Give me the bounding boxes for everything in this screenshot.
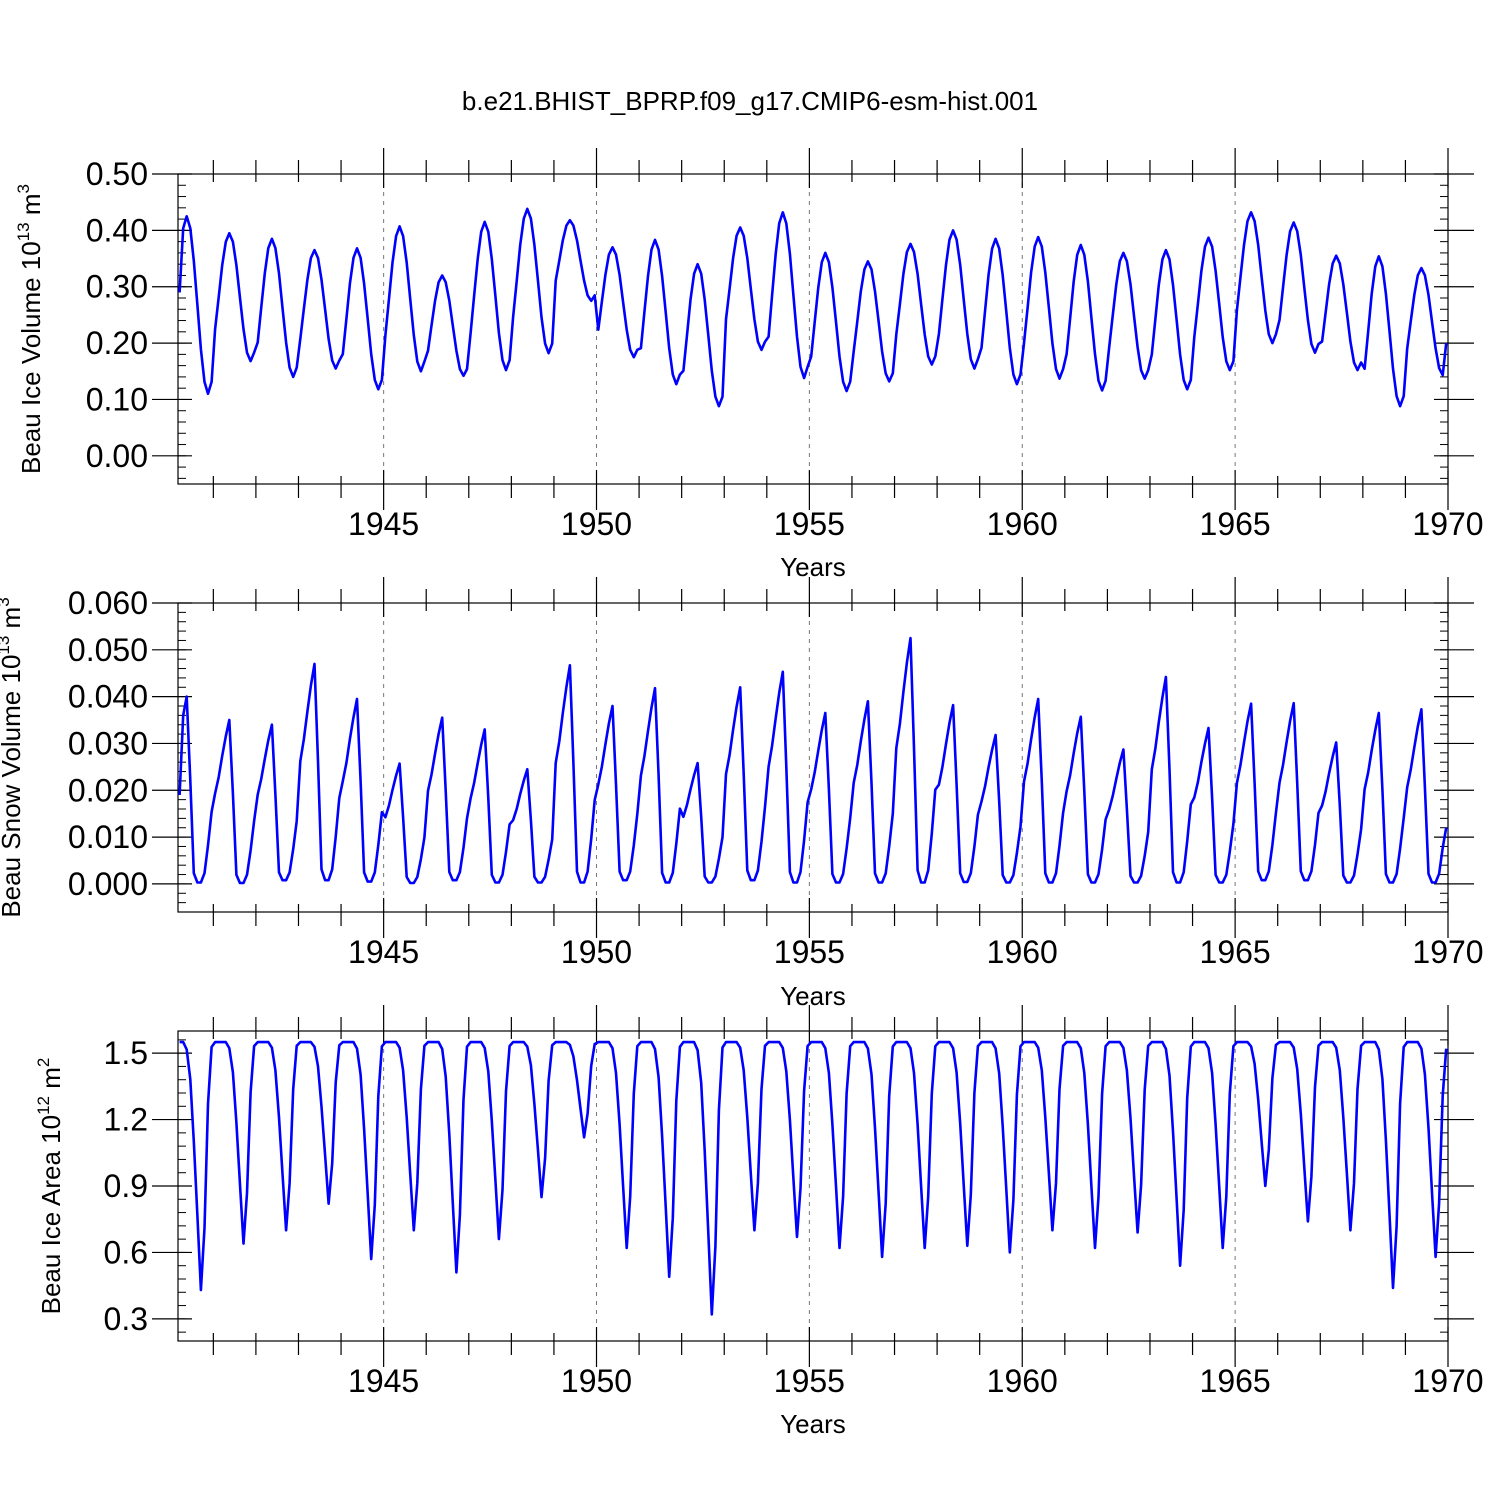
y-tick-label: 0.000 xyxy=(68,866,148,902)
x-tick-label: 1970 xyxy=(1412,1363,1483,1399)
x-axis-title: Years xyxy=(780,981,846,1011)
x-axis-title: Years xyxy=(780,552,846,582)
y-tick-label: 0.00 xyxy=(86,438,148,474)
y-axis-title: Beau Snow Volume 1013 m3 xyxy=(0,597,26,917)
y-tick-label: 0.40 xyxy=(86,212,148,248)
y-tick-label: 0.50 xyxy=(86,156,148,192)
x-tick-label: 1965 xyxy=(1200,1363,1271,1399)
y-axis-title: Beau Ice Area 1012 m2 xyxy=(34,1058,66,1315)
y-tick-label: 0.3 xyxy=(104,1301,148,1337)
series-line xyxy=(179,1040,1448,1316)
x-tick-label: 1950 xyxy=(561,506,632,542)
x-tick-label: 1965 xyxy=(1200,934,1271,970)
x-tick-label: 1960 xyxy=(987,934,1058,970)
y-tick-label: 0.050 xyxy=(68,632,148,668)
x-tick-label: 1970 xyxy=(1412,506,1483,542)
y-tick-label: 0.020 xyxy=(68,772,148,808)
x-tick-label: 1945 xyxy=(348,506,419,542)
y-tick-label: 0.30 xyxy=(86,269,148,305)
x-tick-label: 1945 xyxy=(348,1363,419,1399)
x-axis-title: Years xyxy=(780,1409,846,1439)
y-axis-title: Beau Ice Volume 1013 m3 xyxy=(14,184,46,474)
x-tick-label: 1950 xyxy=(561,934,632,970)
chart-panel-3: 0.3 0.6 0.9 1.2 1.5 1945 1950 1955 1960 1965 1970 Y… xyxy=(34,1005,1484,1439)
chart-panel-1: 0.00 0.10 0.20 0.30 0.40 0.50 1945 1950 1955 1960… xyxy=(14,148,1484,582)
chart-panel-2: 0.000 0.010 0.020 0.030 0.040 0.050 0.060 1945 1… xyxy=(0,577,1484,1011)
figure-title: b.e21.BHIST_BPRP.f09_g17.CMIP6-esm-hist.… xyxy=(462,86,1038,116)
plot-frame xyxy=(177,173,1449,485)
y-tick-label: 1.5 xyxy=(104,1035,148,1071)
y-tick-label: 0.9 xyxy=(104,1168,148,1204)
series-line xyxy=(178,636,1448,885)
plot-frame xyxy=(177,602,1449,913)
y-tick-label: 0.060 xyxy=(68,585,148,621)
x-tick-label: 1960 xyxy=(987,506,1058,542)
x-tick-label: 1945 xyxy=(348,934,419,970)
x-tick-label: 1950 xyxy=(561,1363,632,1399)
x-tick-label: 1960 xyxy=(987,1363,1058,1399)
x-tick-label: 1955 xyxy=(774,934,845,970)
y-tick-label: 0.010 xyxy=(68,819,148,855)
x-tick-label: 1965 xyxy=(1200,506,1271,542)
x-tick-label: 1955 xyxy=(774,506,845,542)
y-tick-label: 0.20 xyxy=(86,325,148,361)
y-tick-label: 0.6 xyxy=(104,1234,148,1270)
series-line xyxy=(178,207,1448,408)
y-tick-label: 0.10 xyxy=(86,381,148,417)
y-tick-label: 0.030 xyxy=(68,725,148,761)
x-tick-label: 1970 xyxy=(1412,934,1483,970)
y-tick-label: 1.2 xyxy=(104,1102,148,1138)
x-tick-label: 1955 xyxy=(774,1363,845,1399)
y-tick-label: 0.040 xyxy=(68,679,148,715)
